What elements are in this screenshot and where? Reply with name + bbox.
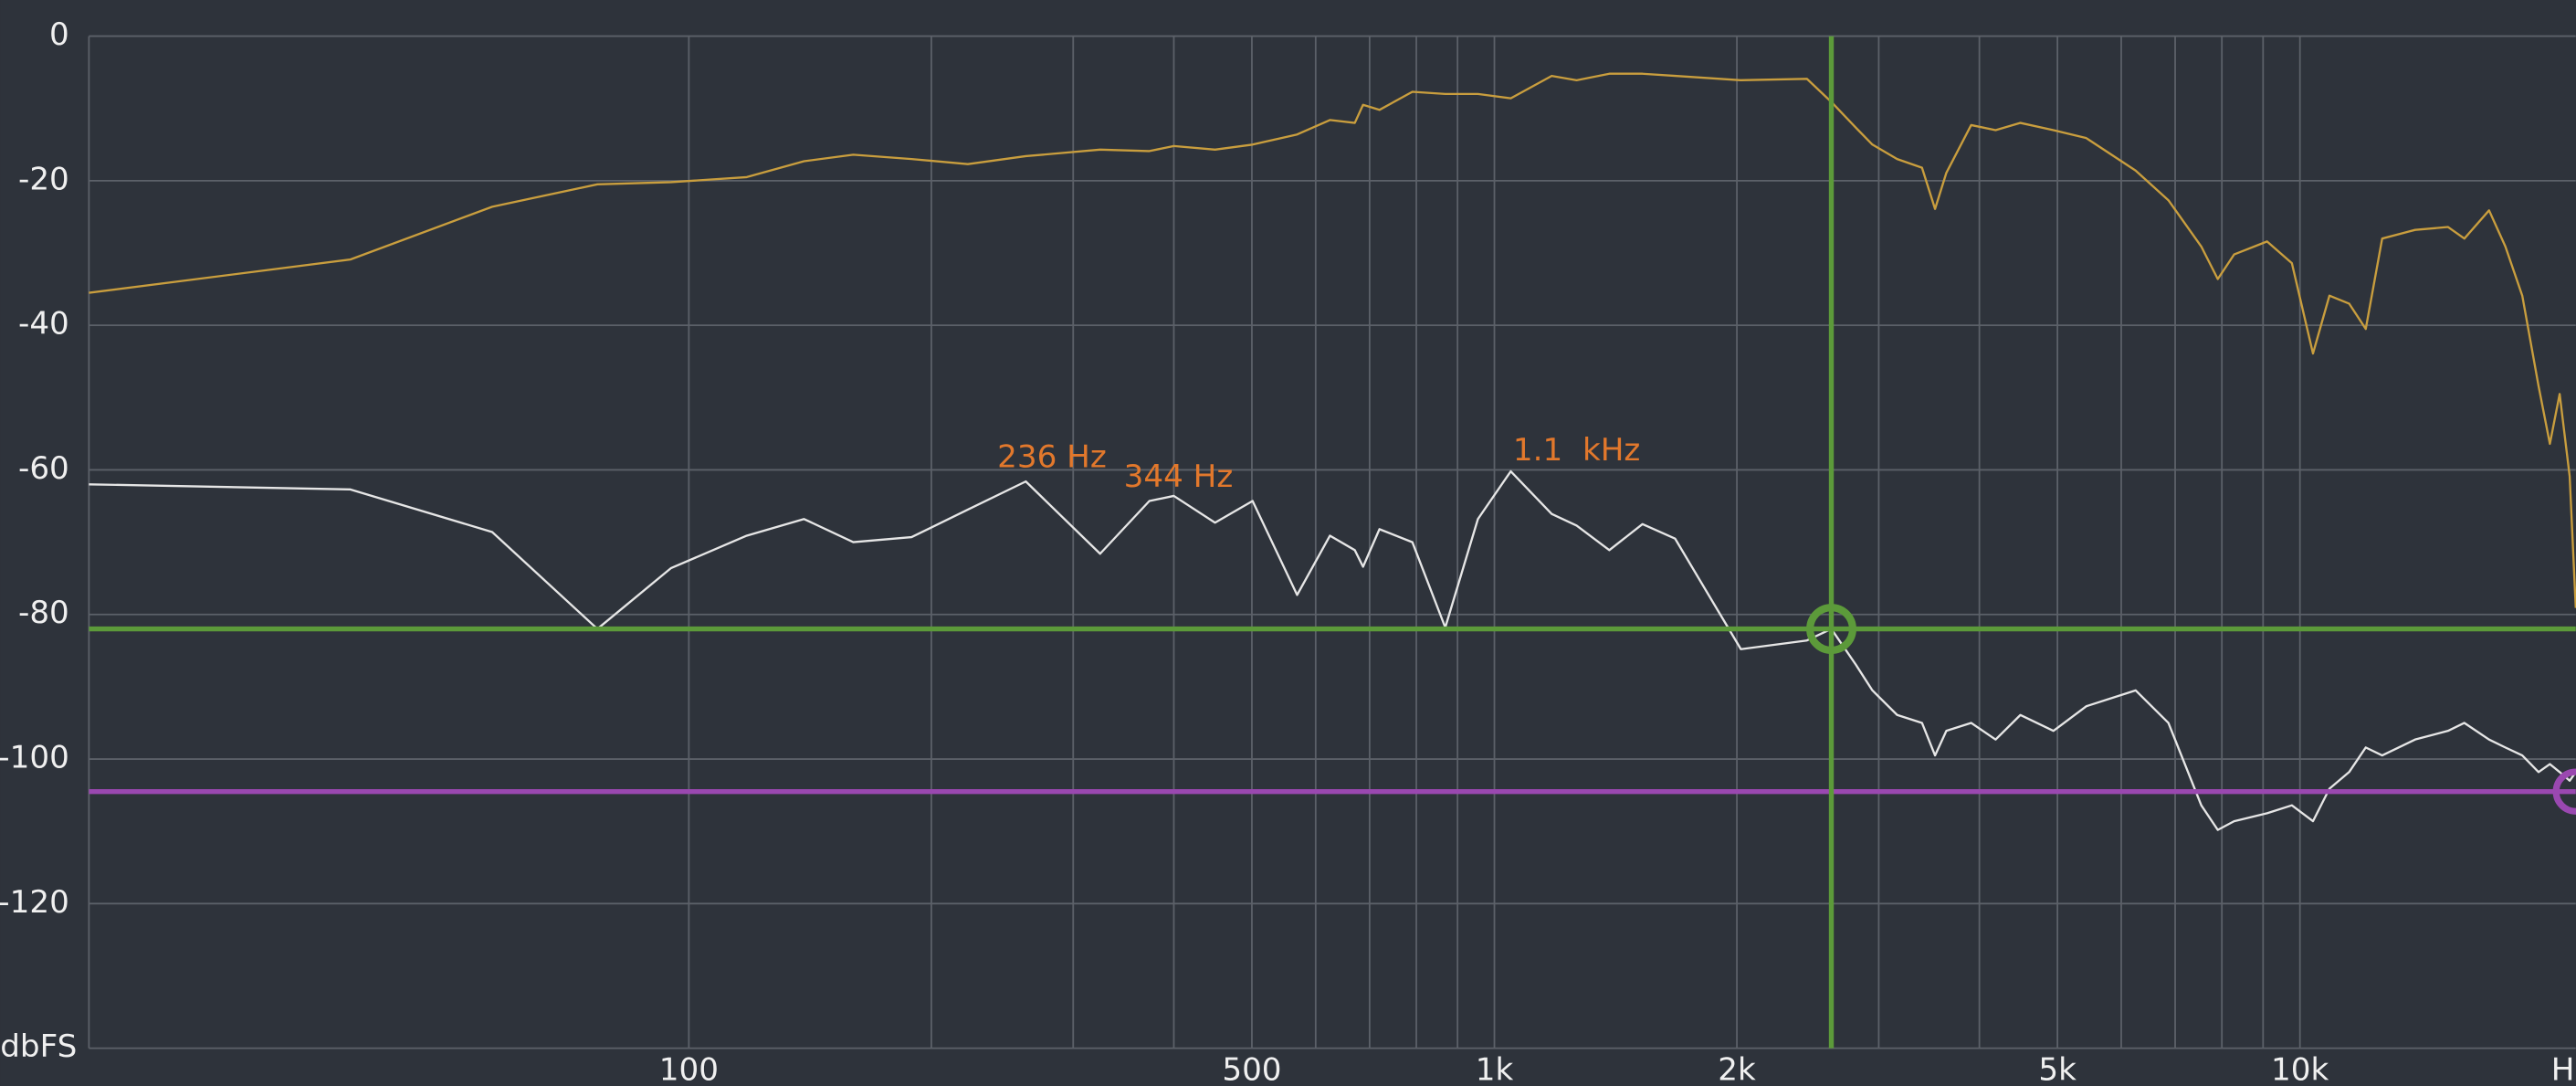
x-tick-label: 1k	[1476, 1051, 1514, 1086]
x-axis-unit: H	[2551, 1051, 2575, 1086]
x-tick-label: 100	[659, 1051, 719, 1086]
x-tick-label: 500	[1222, 1051, 1281, 1086]
y-tick-label: -20	[18, 161, 69, 197]
y-tick-label: 0	[49, 16, 69, 53]
y-tick-label: -80	[18, 595, 69, 631]
spectrum-line	[89, 72, 2576, 608]
peak-label: 1.1 kHz	[1513, 432, 1640, 469]
spectrum-line	[89, 469, 2576, 831]
y-tick-label: dbFS	[0, 1028, 77, 1065]
y-tick-label: -100	[0, 740, 69, 776]
x-tick-label: 2k	[1718, 1051, 1756, 1086]
cursor-handle	[1806, 604, 1856, 655]
x-tick-label: 10k	[2271, 1051, 2329, 1086]
x-tick-label: 5k	[2038, 1051, 2077, 1086]
y-tick-label: -60	[18, 450, 69, 487]
peak-label: 236 Hz	[997, 438, 1107, 475]
y-tick-label: -120	[0, 884, 69, 921]
peak-label: 344 Hz	[1124, 459, 1234, 495]
y-tick-label: -40	[18, 306, 69, 343]
